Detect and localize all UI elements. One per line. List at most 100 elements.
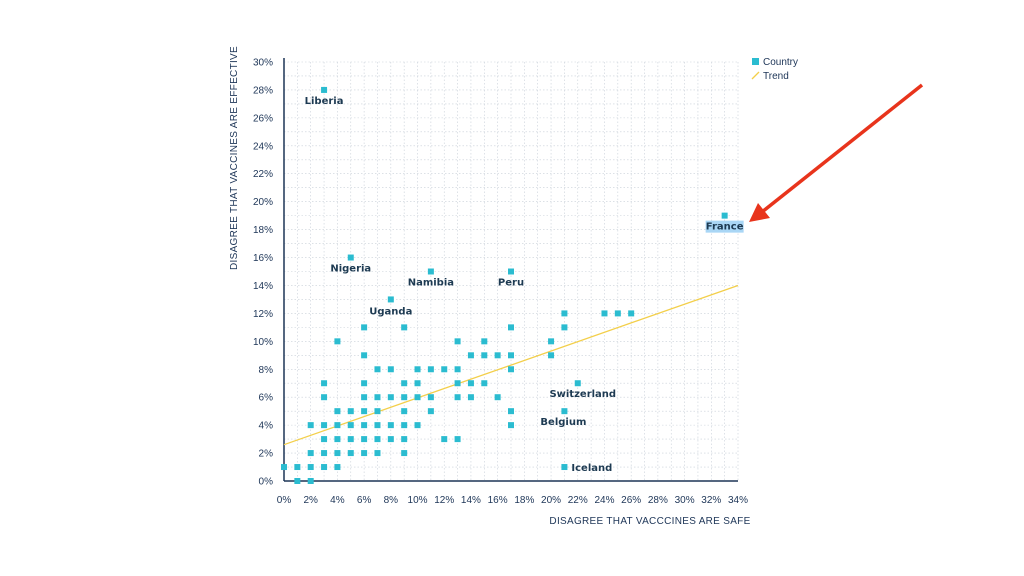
y-tick-label: 26% [253,113,273,124]
x-tick-label: 18% [514,495,534,506]
y-tick-label: 28% [253,85,273,96]
data-point [414,380,421,387]
data-point [454,366,461,373]
x-tick-label: 20% [541,495,561,506]
data-point [321,422,328,429]
x-tick-labels: 0% 2% 4% 6% 8% 10% 12% 14% 16% 18% 20% 22% 24% 26% 28%… [277,495,748,506]
data-point [374,422,381,429]
y-tick-label: 12% [253,309,273,320]
data-point [334,408,341,415]
legend: Country Trend [751,57,798,82]
data-point [387,422,394,429]
x-tick-label: 12% [434,495,454,506]
data-point [334,436,341,443]
data-point [441,436,448,443]
data-point-switzerland [574,380,581,387]
data-point [374,394,381,401]
data-point [401,324,408,331]
y-tick-label: 0% [259,477,274,488]
y-tick-labels: 0% 2% 4% 6% 8% 10% 12% 14% 16% 18% 20% 22% 24% 26% 28%… [253,58,273,488]
data-point [401,408,408,415]
data-point [414,422,421,429]
data-point [467,352,474,359]
arrow-shaft [760,83,924,214]
legend-country-marker [752,58,759,65]
y-tick-label: 2% [259,449,274,460]
legend-trend-label: Trend [763,71,789,82]
data-point [387,366,394,373]
data-point [481,352,488,359]
data-point [307,464,314,471]
data-point [508,422,514,429]
data-point [508,366,514,373]
data-point [508,324,514,331]
data-point [414,366,421,373]
data-point [548,338,555,345]
data-point [307,450,314,457]
data-point [347,450,354,457]
axes [283,58,738,482]
point-label-uganda: Uganda [369,306,412,317]
x-tick-label: 24% [594,495,614,506]
data-point [481,338,488,345]
data-point [374,450,381,457]
data-point [374,408,381,415]
data-point [321,436,328,443]
data-point [321,450,328,457]
data-point [361,436,368,443]
data-point [561,324,568,331]
data-point [494,394,501,401]
data-point [614,310,621,317]
data-point [454,338,461,345]
y-axis-title: DISAGREE THAT VACCINES ARE EFFECTIVE [229,46,240,270]
x-axis-title: DISAGREE THAT VACCCINES ARE SAFE [549,516,750,527]
data-point [307,478,314,484]
data-point [361,408,368,415]
data-point [401,394,408,401]
point-label-france: France [706,222,744,233]
x-tick-label: 26% [621,495,641,506]
data-point [361,422,368,429]
data-point-nigeria [347,254,354,261]
x-tick-label: 0% [277,495,292,506]
data-point-iceland [561,464,568,471]
data-point [374,436,381,443]
data-point [294,464,301,471]
y-tick-label: 22% [253,169,273,180]
x-tick-label: 28% [648,495,668,506]
data-point [321,394,328,401]
y-tick-label: 18% [253,225,273,236]
data-point [347,408,354,415]
y-tick-label: 20% [253,197,273,208]
data-point [427,408,434,415]
data-point [508,408,514,415]
data-point [427,394,434,401]
x-tick-label: 4% [330,495,345,506]
label-highlight [705,220,744,233]
data-point [281,464,287,471]
data-points [281,86,728,484]
x-tick-label: 16% [488,495,508,506]
data-point [401,380,408,387]
x-tick-label: 10% [408,495,428,506]
point-label-nigeria: Nigeria [330,264,371,275]
point-label-switzerland: Switzerland [549,389,616,400]
data-point [454,380,461,387]
data-point [601,310,608,317]
data-point [401,450,408,457]
data-point [481,380,488,387]
data-point [628,310,635,317]
data-point [361,324,368,331]
data-point-france [721,212,728,219]
data-point [467,394,474,401]
point-label-namibia: Namibia [408,278,454,289]
data-point [401,436,408,443]
point-label-liberia: Liberia [305,96,344,107]
data-point [401,422,408,429]
annotation-arrow [749,83,924,222]
x-tick-label: 6% [357,495,372,506]
data-point [334,338,341,345]
data-point-peru [508,268,514,275]
y-tick-label: 14% [253,281,273,292]
data-point [334,464,341,471]
